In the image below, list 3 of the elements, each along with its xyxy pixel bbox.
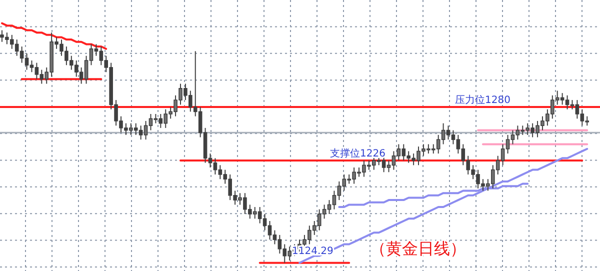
ref-line-label: 压力位1280 <box>455 94 510 106</box>
annotation: （黄金日线） <box>370 239 466 258</box>
annotation: 支撑位1226 <box>330 148 386 160</box>
